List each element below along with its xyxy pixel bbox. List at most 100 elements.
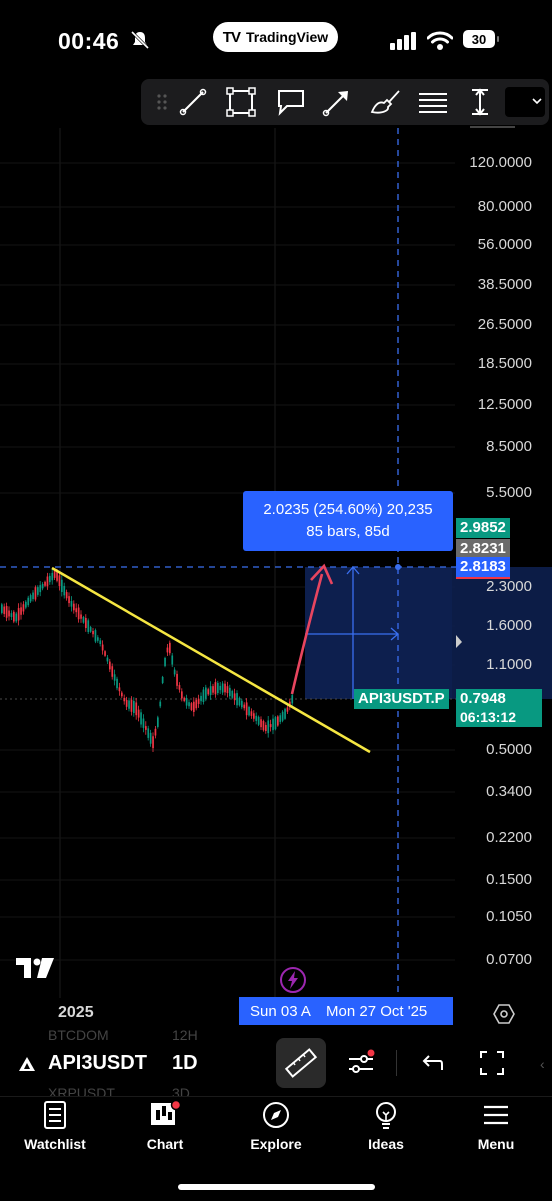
settings-hexagon-icon[interactable] (493, 1003, 515, 1025)
candle-body (121, 692, 123, 697)
trend-line-tool-icon[interactable] (177, 87, 209, 117)
price-chart[interactable] (0, 128, 552, 998)
tool-options-dropdown[interactable] (505, 87, 545, 117)
price-badge-gray: 2.8231 (456, 539, 510, 559)
rectangle-tool-icon[interactable] (225, 87, 257, 117)
candle-body (20, 607, 22, 615)
price-tick-label: 0.5000 (486, 741, 532, 758)
candle-body (164, 657, 166, 667)
callout-tool-icon[interactable] (275, 87, 307, 117)
candle-body (128, 700, 130, 709)
candle-body (195, 699, 198, 709)
arrow-tool-icon[interactable] (321, 87, 353, 117)
undo-icon[interactable] (420, 1052, 444, 1074)
nav-chart[interactable]: Chart (115, 1100, 215, 1152)
candle-body (200, 695, 202, 702)
prev-symbol-ghost: BTCDOM (48, 1027, 109, 1043)
price-tick-label: 12.5000 (477, 396, 532, 413)
candle-body (207, 689, 210, 695)
time-axis-year: 2025 (58, 1004, 94, 1021)
candle-body (279, 715, 282, 722)
candle-body (135, 702, 138, 716)
measure-tool-icon[interactable] (464, 87, 496, 117)
brush-tool-icon[interactable] (369, 87, 401, 117)
candle-body (29, 595, 32, 602)
candle-body (41, 584, 44, 589)
price-tick-label: 5.5000 (486, 484, 532, 501)
projection-arrowhead (310, 563, 334, 585)
nav-watchlist[interactable]: Watchlist (5, 1100, 105, 1152)
menu-icon (484, 1105, 508, 1125)
candle-body (255, 715, 258, 721)
measure-range-area (305, 567, 452, 699)
indicators-sliders-icon[interactable] (346, 1049, 376, 1077)
candle-body (109, 661, 111, 670)
measure-tooltip: 2.0235 (254.60%) 20,235 85 bars, 85d (243, 491, 453, 551)
parallel-channel-tool-icon[interactable] (417, 87, 449, 117)
candle-body (265, 724, 267, 732)
candle-body (70, 600, 73, 607)
candle-body (63, 585, 66, 596)
axis-range-highlight (452, 567, 552, 699)
candle-body (188, 702, 190, 707)
lightning-event-icon[interactable] (279, 966, 307, 994)
candle-body (97, 637, 99, 641)
nav-explore[interactable]: Explore (226, 1100, 326, 1152)
candle-body (238, 697, 241, 706)
candle-body (65, 592, 68, 599)
candle-body (145, 726, 147, 730)
candle-body (178, 685, 181, 690)
watchlist-icon (44, 1101, 66, 1129)
toolbar-overflow[interactable]: ‹ (540, 1056, 545, 1072)
candle-body (161, 676, 164, 684)
candle-body (250, 711, 253, 716)
nav-menu[interactable]: Menu (446, 1100, 546, 1152)
ruler-button[interactable] (276, 1038, 326, 1088)
candle-body (224, 683, 226, 693)
price-tick-label: 38.5000 (477, 276, 532, 293)
candle-body (248, 706, 250, 716)
candle-body (253, 713, 255, 719)
lightbulb-icon (376, 1102, 396, 1129)
price-badge-blue: 2.8183 (456, 557, 510, 579)
fullscreen-icon[interactable] (479, 1050, 505, 1076)
projection-arrow (290, 573, 324, 695)
candle-body (116, 678, 118, 689)
candle-body (87, 620, 90, 633)
timeframe-selector[interactable]: 1D (172, 1052, 198, 1074)
candle-body (277, 716, 279, 726)
candle-body (34, 587, 37, 600)
candle-body (13, 611, 15, 622)
price-tick-label: 1.1000 (486, 656, 532, 673)
tradingview-pill[interactable]: TV TradingView (213, 22, 338, 52)
candle-body (1, 604, 3, 613)
candle-body (80, 614, 82, 619)
candle-body (269, 724, 272, 728)
candle-body (104, 651, 106, 656)
measure-tooltip-line1: 2.0235 (254.60%) 20,235 (263, 501, 433, 518)
axis-scroll-arrow-icon (456, 635, 462, 648)
candle-body (113, 674, 116, 681)
price-partial-hidden: ——— (470, 118, 515, 135)
price-tick-label: 0.2200 (486, 829, 532, 846)
price-tick-label: 2.3000 (486, 578, 532, 595)
candle-body (260, 719, 262, 728)
last-price-badge: 0.7948 06:13:12 (456, 689, 542, 727)
candle-body (25, 601, 27, 608)
prev-timeframe-ghost: 12H (172, 1027, 198, 1043)
candle-body (157, 717, 159, 727)
price-tick-label: 0.3400 (486, 783, 532, 800)
candle-body (214, 682, 217, 695)
symbol-selector[interactable]: API3USDT (48, 1052, 147, 1074)
candle-body (190, 703, 193, 711)
nav-ideas[interactable]: Ideas (336, 1100, 436, 1152)
candle-body (241, 700, 243, 708)
time-range-end: Mon 27 Oct '25 (326, 1003, 428, 1020)
drag-handle-icon[interactable] (147, 87, 179, 117)
candle-body (32, 592, 34, 600)
candle-body (154, 728, 157, 736)
signal-icon (390, 32, 416, 50)
candle-body (77, 607, 80, 620)
candle-body (53, 570, 56, 578)
candle-body (140, 712, 142, 725)
